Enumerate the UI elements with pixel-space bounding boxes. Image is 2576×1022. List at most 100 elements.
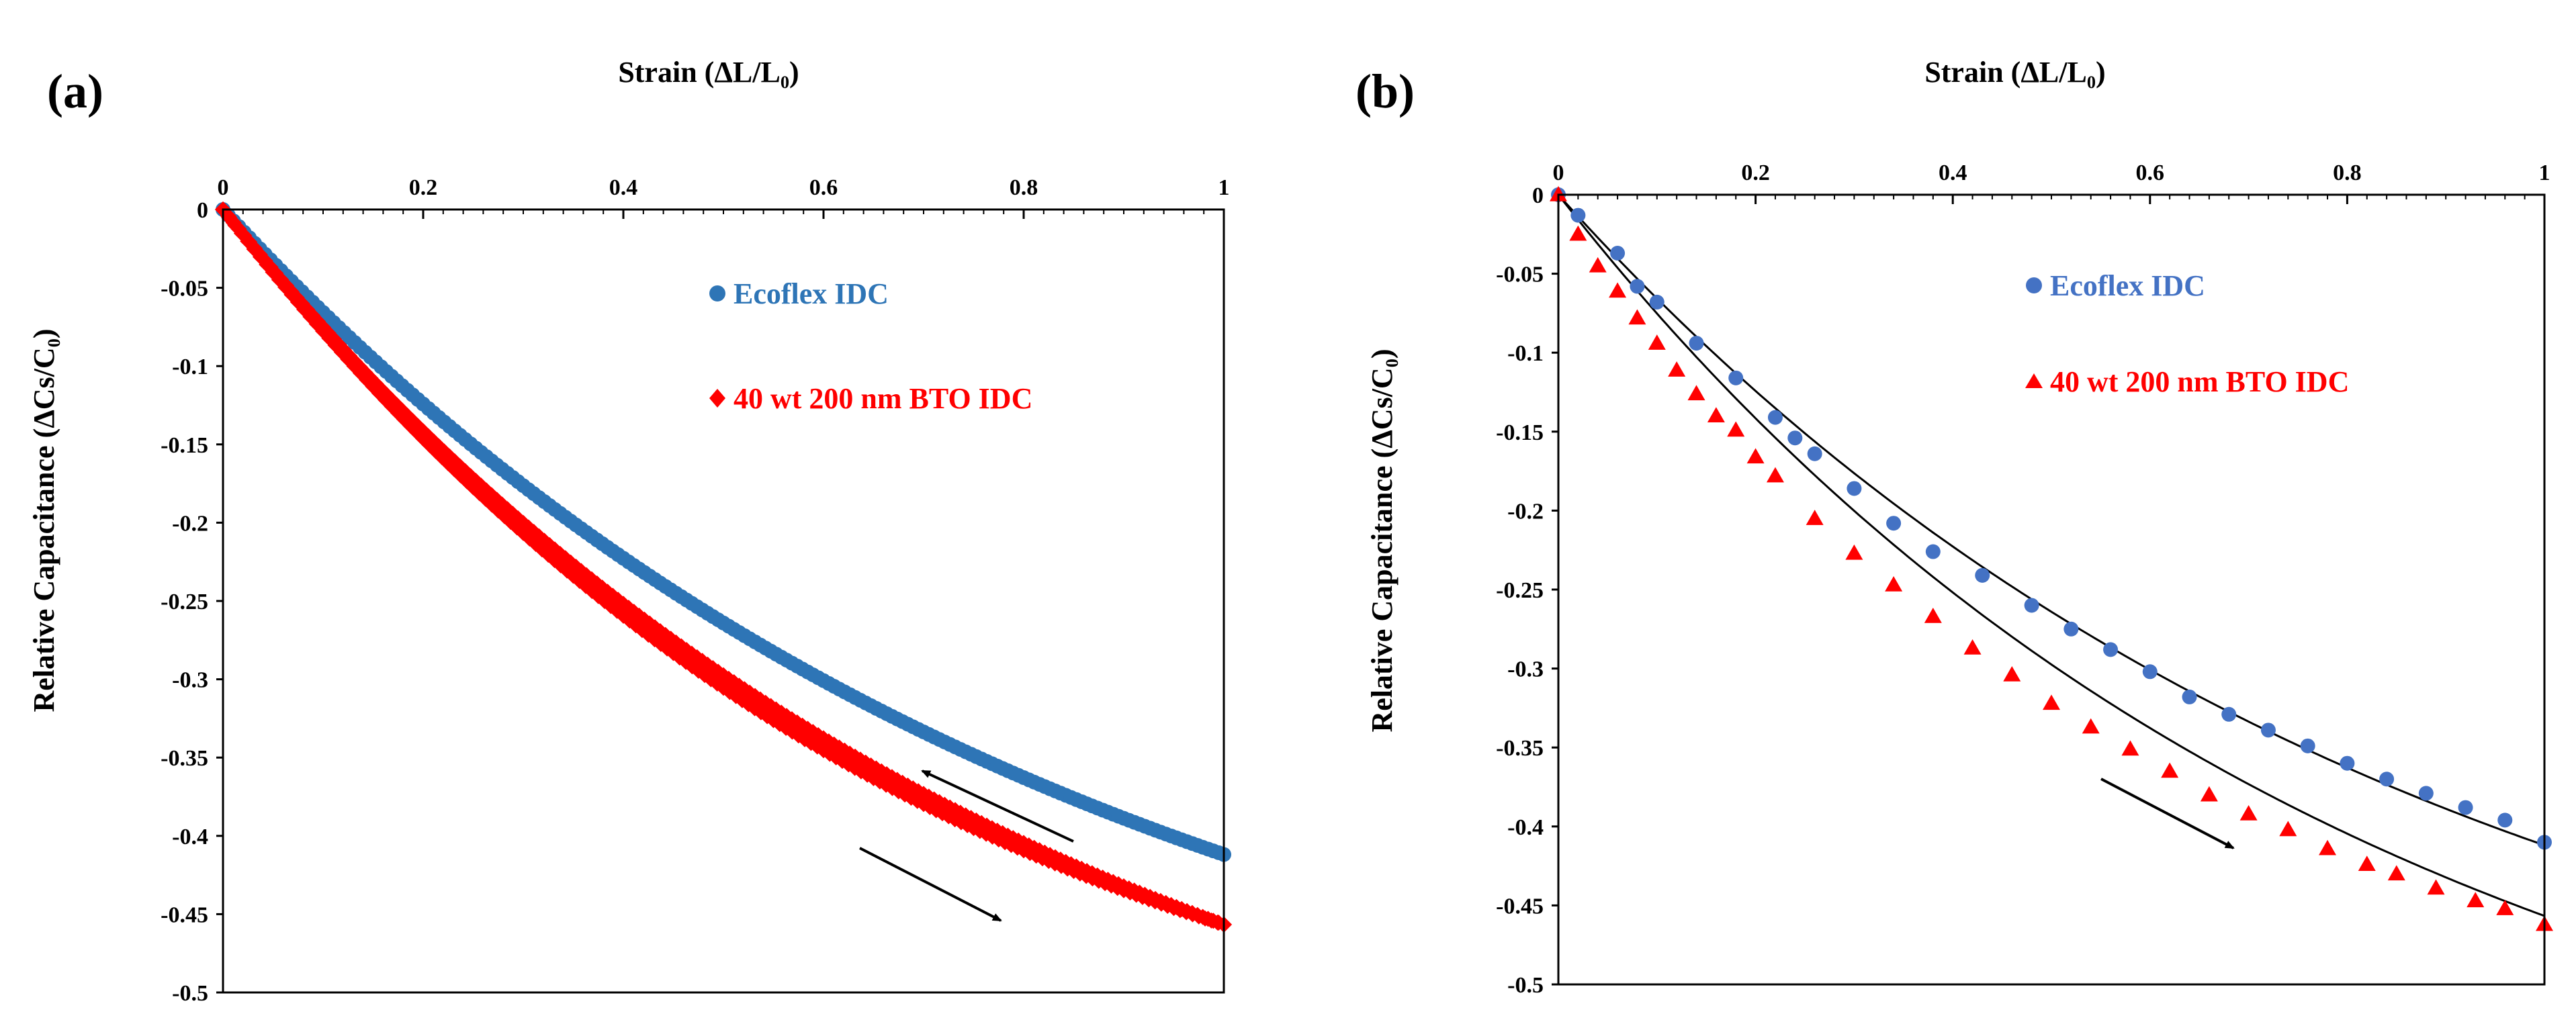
panel-b-point-ecoflex <box>1610 246 1626 261</box>
panel-b-legend-marker-ecoflex <box>2026 277 2042 293</box>
panel-b-legend-item-ecoflex: Ecoflex IDC <box>2026 269 2205 302</box>
panel-b-point-bto <box>2279 821 2297 837</box>
panel-b-point-ecoflex <box>1649 294 1664 310</box>
panel-b-y-ticks: 0 -0.05 -0.1 -0.15 -0.2 -0.25 -0.3 -0.35 -0.4 -0.… <box>1496 183 1558 998</box>
panel-a-y-tick-label: -0.3 <box>172 668 208 693</box>
panel-b-point-bto <box>1648 334 1666 350</box>
panel-b-y-tick-label: -0.4 <box>1507 815 1544 840</box>
panel-a-legend-marker-ecoflex <box>709 285 725 301</box>
panel-b-y-axis-title: Relative Capacitance (ΔCs/C₀) <box>1366 349 1398 732</box>
panel-a-x-tick-label: 0.2 <box>409 175 438 200</box>
panel-a-x-tick-label: 0.4 <box>609 175 638 200</box>
panel-b-point-bto <box>1746 448 1765 464</box>
panel-b-point-bto <box>1924 607 1942 623</box>
panel-b-point-bto <box>1885 575 1903 592</box>
panel-a-label: (a) <box>47 64 103 118</box>
panel-b-point-bto <box>2387 865 2405 881</box>
panel-b-legend: Ecoflex IDC 40 wt 200 nm BTO IDC <box>2025 269 2349 398</box>
panel-b-point-ecoflex <box>1975 567 1990 583</box>
panel-b-y-tick-label: -0.5 <box>1507 973 1544 998</box>
panel-b-point-bto <box>2467 892 2485 908</box>
panel-b-point-ecoflex <box>2103 642 2119 657</box>
panel-a-x-tick-label: 0.6 <box>809 175 838 200</box>
panel-b-point-ecoflex <box>1728 370 1744 385</box>
panel-b-y-tick-label: -0.1 <box>1507 341 1544 366</box>
panel-b-markers <box>1550 186 2553 931</box>
panel-b-point-bto <box>1628 309 1646 325</box>
panel-a-y-tick-label: 0 <box>197 198 208 223</box>
panel-b-x-axis-title: Strain (ΔL/L₀) <box>1924 56 2105 89</box>
panel-b-point-bto <box>2082 718 2100 734</box>
panel-a-y-tick-label: -0.5 <box>172 981 208 1006</box>
panel-a-x-axis-title: Strain (ΔL/L₀) <box>618 56 799 89</box>
panel-b-label: (b) <box>1356 64 1415 118</box>
panel-b-point-ecoflex <box>1847 481 1862 496</box>
panel-b-x-tick-label: 0.2 <box>1741 160 1770 185</box>
panel-b-point-ecoflex <box>2340 755 2355 771</box>
panel-b-point-ecoflex <box>2418 786 2434 801</box>
panel-a-x-tick-label: 1 <box>1218 175 1230 200</box>
panel-a-x-tick-label: 0 <box>218 175 229 200</box>
panel-b-point-ecoflex <box>1925 544 1941 559</box>
panel-b-y-tick-label: 0 <box>1532 183 1544 208</box>
panel-b-y-tick-label: -0.35 <box>1496 736 1544 761</box>
panel-a-y-tick-label: -0.4 <box>172 825 208 849</box>
panel-a-plot-frame <box>222 208 1225 994</box>
panel-b-point-ecoflex <box>2458 800 2473 815</box>
panel-b-point-bto <box>1845 544 1863 560</box>
panel-b-legend-label-ecoflex: Ecoflex IDC <box>2050 269 2205 302</box>
panel-b-x-tick-label: 0.4 <box>1939 160 1967 185</box>
panel-b-point-bto <box>1963 639 1982 655</box>
chart-panel-a: (a) Strain (ΔL/L₀) Relative Capacitance … <box>28 56 1232 1006</box>
panel-b-point-bto <box>2121 740 2139 756</box>
panel-b-point-ecoflex <box>2024 598 2039 613</box>
panel-b-point-bto <box>2043 694 2060 710</box>
panel-b-point-bto <box>2319 839 2337 855</box>
panel-b-point-bto <box>2239 804 2258 821</box>
panel-b-point-bto <box>1550 186 1567 201</box>
panel-b-point-ecoflex <box>2182 689 2197 704</box>
panel-a-y-tick-label: -0.05 <box>161 277 208 301</box>
panel-b-point-ecoflex <box>1767 410 1783 425</box>
panel-b-y-tick-label: -0.05 <box>1496 263 1544 287</box>
panel-a-arrow-loading <box>859 847 1002 922</box>
panel-a-point-bto <box>709 675 725 692</box>
panel-a-y-axis-title: Relative Capacitance (ΔCs/C₀) <box>28 328 60 712</box>
panel-b-point-bto <box>1687 385 1705 401</box>
panel-b-point-bto <box>1569 225 1587 241</box>
panel-b-point-ecoflex <box>1886 516 1902 531</box>
panel-b-point-ecoflex <box>2379 772 2395 787</box>
panel-b-point-bto <box>2427 879 2445 895</box>
panel-b-point-bto <box>2496 900 2514 915</box>
panel-b-arrows <box>2100 778 2235 849</box>
panel-b-point-ecoflex <box>2497 812 2513 828</box>
panel-b-point-ecoflex <box>2063 621 2079 637</box>
panel-b-point-bto <box>1668 361 1686 377</box>
panel-b-point-bto <box>1766 467 1784 483</box>
panel-a-arrow-unloading <box>921 770 1074 843</box>
panel-b-fit-lines <box>1557 194 2545 917</box>
panel-a-markers <box>215 201 1232 933</box>
panel-b-legend-item-bto: 40 wt 200 nm BTO IDC <box>2025 365 2349 398</box>
panel-a-legend-item-bto: 40 wt 200 nm BTO IDC <box>709 382 1032 415</box>
panel-a-arrows <box>859 770 1074 922</box>
panel-a-x-ticks: 0 0.2 0.4 0.6 0.8 1 <box>218 175 1230 219</box>
panel-b-y-tick-label: -0.25 <box>1496 578 1544 603</box>
panel-b-point-ecoflex <box>2221 706 2237 722</box>
panel-b-point-bto <box>1609 282 1627 298</box>
panel-b-point-ecoflex <box>2142 664 2158 680</box>
panel-b-point-ecoflex <box>1787 430 1803 446</box>
panel-b-point-bto <box>2161 762 2179 778</box>
panel-a-y-tick-label: -0.25 <box>161 590 208 614</box>
panel-b-x-ticks: 0 0.2 0.4 0.6 0.8 1 <box>1553 160 2550 204</box>
panel-b-point-ecoflex <box>1689 336 1704 351</box>
panel-a-y-ticks: 0 -0.05 -0.1 -0.15 -0.2 -0.25 -0.3 -0.35 -0.4 -0.… <box>161 198 223 1006</box>
panel-b-point-bto <box>1589 257 1607 273</box>
panel-b-point-bto <box>2200 786 2218 802</box>
panel-b-y-tick-label: -0.2 <box>1507 499 1544 524</box>
panel-a-legend-label-ecoflex: Ecoflex IDC <box>734 277 889 310</box>
panel-b-point-ecoflex <box>1630 279 1645 294</box>
panel-b-legend-marker-bto <box>2025 373 2043 388</box>
panel-b-x-tick-label: 0.6 <box>2136 160 2165 185</box>
